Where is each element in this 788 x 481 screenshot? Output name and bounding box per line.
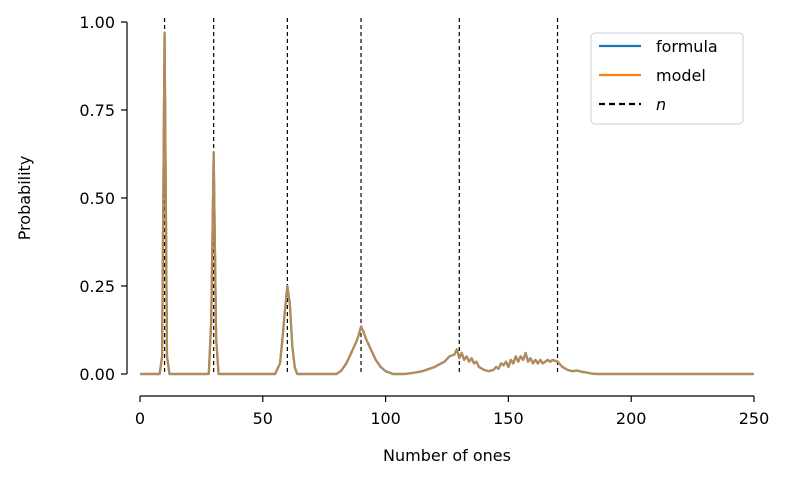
x-tick-label: 100 (370, 409, 401, 428)
axes: 0.00 0.25 0.50 0.75 1.00 0 50 100 150 200 250 (79, 13, 769, 428)
x-tick-label: 250 (739, 409, 770, 428)
legend-label-formula: formula (656, 37, 718, 56)
x-tick-label: 200 (616, 409, 647, 428)
x-tick-label: 0 (135, 409, 145, 428)
legend-label-model: model (656, 66, 706, 85)
y-tick-label: 0.50 (79, 189, 115, 208)
series-layer (140, 31, 754, 376)
x-tick-label: 150 (493, 409, 524, 428)
y-axis-label: Probability (15, 156, 34, 241)
x-tick-label: 50 (253, 409, 273, 428)
y-tick-label: 0.25 (79, 277, 115, 296)
series-model-line (140, 31, 754, 376)
y-tick-label: 0.00 (79, 365, 115, 384)
legend-box (590, 32, 744, 125)
n-reference-lines (163, 18, 559, 374)
x-axis-label: Number of ones (383, 446, 511, 465)
legend: formula model n (590, 32, 744, 125)
y-tick-label: 0.75 (79, 101, 115, 120)
y-tick-label: 1.00 (79, 13, 115, 32)
legend-label-n: n (656, 95, 666, 114)
